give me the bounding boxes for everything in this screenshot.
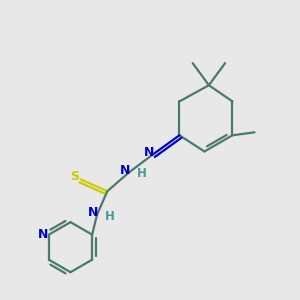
Text: N: N	[144, 146, 154, 159]
Text: S: S	[70, 170, 80, 183]
Text: N: N	[120, 164, 131, 176]
Text: N: N	[88, 206, 98, 219]
Text: N: N	[38, 228, 48, 241]
Text: H: H	[104, 210, 114, 223]
Text: H: H	[137, 167, 147, 180]
